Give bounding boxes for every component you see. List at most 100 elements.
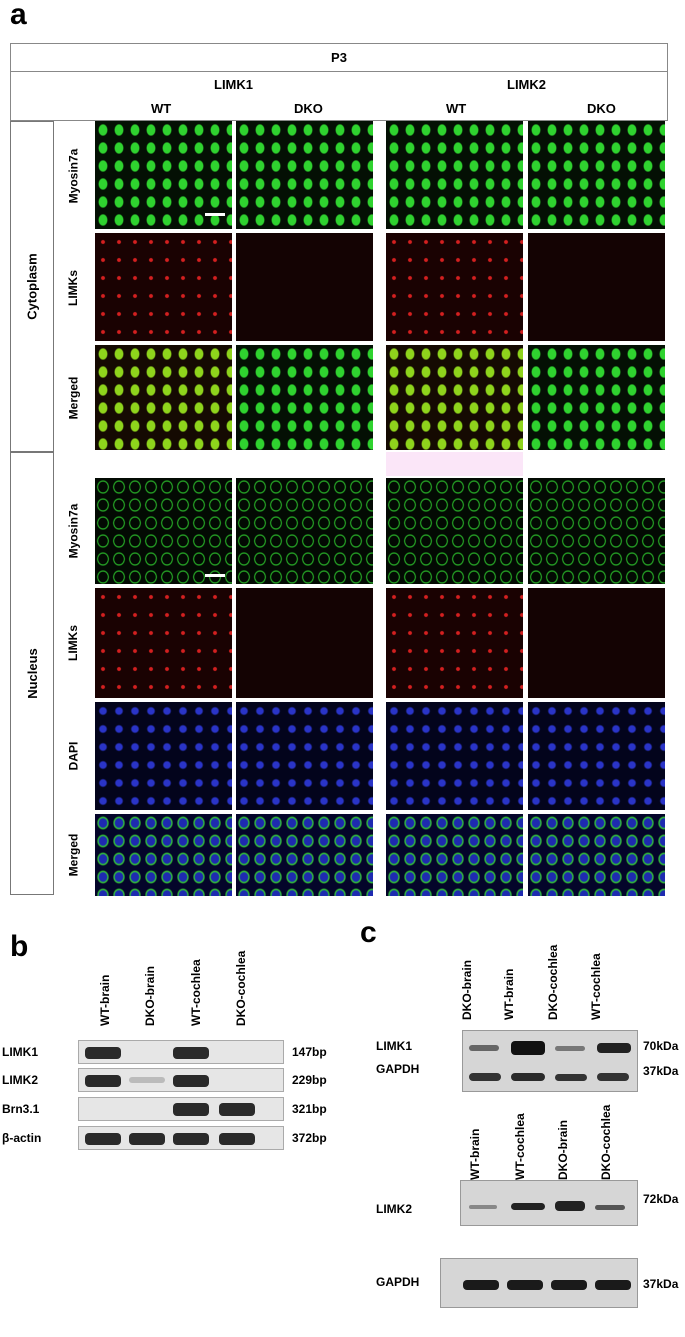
b-size-brn31: 321bp bbox=[292, 1102, 327, 1116]
b-size-limk2: 229bp bbox=[292, 1073, 327, 1087]
c-band bbox=[507, 1280, 543, 1290]
micrograph-tile bbox=[386, 233, 523, 341]
micrograph-tile bbox=[95, 478, 232, 584]
c-band bbox=[597, 1043, 631, 1053]
b-gene-limk2: LIMK2 bbox=[2, 1073, 38, 1087]
micrograph-tile bbox=[528, 121, 665, 229]
micrograph-tile bbox=[528, 814, 665, 896]
c-top-lane-4: WT-cochlea bbox=[589, 953, 603, 1020]
micrograph-tile bbox=[95, 814, 232, 896]
b-gel-limk1 bbox=[78, 1040, 284, 1064]
row-label-cyto-limks: LIMKs bbox=[66, 270, 80, 306]
c-bot-blot-gapdh bbox=[440, 1258, 638, 1308]
section-cytoplasm: Cytoplasm bbox=[10, 121, 54, 452]
c-bot-lane-3: DKO-brain bbox=[556, 1120, 570, 1180]
c-bot-size-gapdh: 37kDa bbox=[643, 1277, 679, 1291]
b-lane-dko-brain: DKO-brain bbox=[143, 966, 157, 1026]
micrograph-tile bbox=[386, 121, 523, 229]
b-gene-limk1: LIMK1 bbox=[2, 1045, 38, 1059]
row-label-cyto-myosin7a: Myosin7a bbox=[66, 148, 80, 204]
group-header-limk2: LIMK2 bbox=[507, 77, 546, 92]
c-band bbox=[597, 1073, 629, 1081]
b-band bbox=[219, 1133, 255, 1145]
b-lane-dko-cochlea: DKO-cochlea bbox=[234, 950, 248, 1026]
b-band bbox=[85, 1075, 121, 1087]
group-header-limk1: LIMK1 bbox=[214, 77, 253, 92]
genotype-limk2-dko: DKO bbox=[587, 101, 616, 116]
scale-bar bbox=[205, 574, 225, 577]
b-band bbox=[173, 1133, 209, 1145]
b-band bbox=[219, 1103, 255, 1116]
b-gene-bactin: β-actin bbox=[2, 1131, 42, 1145]
micrograph-tile bbox=[95, 345, 232, 450]
c-band bbox=[555, 1046, 585, 1051]
b-gel-bactin bbox=[78, 1126, 284, 1150]
c-band bbox=[555, 1201, 585, 1211]
micrograph-tile bbox=[236, 588, 373, 698]
micrograph-tile bbox=[236, 702, 373, 810]
panel-b-letter: b bbox=[10, 930, 29, 963]
b-band bbox=[173, 1075, 209, 1087]
c-bot-blot-limk2 bbox=[460, 1180, 638, 1226]
b-band bbox=[129, 1133, 165, 1145]
micrograph-tile bbox=[95, 233, 232, 341]
b-lane-wt-brain: WT-brain bbox=[98, 974, 112, 1026]
micrograph-tile bbox=[236, 814, 373, 896]
micrograph-tile bbox=[528, 702, 665, 810]
b-size-limk1: 147bp bbox=[292, 1045, 327, 1059]
b-band-faint bbox=[129, 1077, 165, 1083]
micrograph-tile bbox=[386, 478, 523, 584]
genotype-limk1-dko: DKO bbox=[294, 101, 323, 116]
c-band bbox=[595, 1205, 625, 1210]
timepoint-header: P3 bbox=[10, 43, 668, 72]
row-label-nuc-myosin7a: Myosin7a bbox=[66, 503, 80, 559]
row-label-nuc-merged: Merged bbox=[66, 833, 80, 877]
genotype-limk1-wt: WT bbox=[151, 101, 172, 116]
c-band bbox=[555, 1074, 587, 1081]
c-top-blot bbox=[462, 1030, 638, 1092]
micrograph-tile bbox=[95, 588, 232, 698]
micrograph-tile bbox=[386, 588, 523, 698]
micrograph-tile bbox=[528, 345, 665, 450]
c-bot-lane-2: WT-cochlea bbox=[513, 1113, 527, 1180]
row-label-cyto-merged: Merged bbox=[66, 376, 80, 420]
micrograph-tile bbox=[95, 702, 232, 810]
micrograph-tile bbox=[236, 345, 373, 450]
group-header-row: LIMK1 LIMK2 bbox=[10, 72, 668, 98]
c-top-row-gapdh: GAPDH bbox=[376, 1062, 420, 1076]
c-top-size-limk1: 70kDa bbox=[643, 1039, 679, 1053]
c-top-row-limk1: LIMK1 bbox=[376, 1039, 412, 1053]
c-band bbox=[595, 1280, 631, 1290]
c-bot-row-limk2: LIMK2 bbox=[376, 1202, 412, 1216]
micrograph-tile bbox=[528, 233, 665, 341]
c-band bbox=[469, 1073, 501, 1081]
micrograph-tile bbox=[236, 478, 373, 584]
micrograph-tile bbox=[528, 478, 665, 584]
genotype-limk2-wt: WT bbox=[446, 101, 467, 116]
micrograph-tile bbox=[386, 702, 523, 810]
micrograph-tile bbox=[386, 814, 523, 896]
panel-c-letter: c bbox=[360, 916, 377, 949]
blank-region bbox=[386, 452, 523, 476]
micrograph-tile bbox=[386, 345, 523, 450]
c-band bbox=[511, 1041, 545, 1055]
scale-bar bbox=[205, 213, 225, 216]
b-band bbox=[85, 1133, 121, 1145]
b-lane-wt-cochlea: WT-cochlea bbox=[189, 959, 203, 1026]
micrograph-tile bbox=[236, 233, 373, 341]
c-bot-row-gapdh: GAPDH bbox=[376, 1275, 420, 1289]
c-bot-lane-1: WT-brain bbox=[468, 1128, 482, 1180]
b-band bbox=[85, 1047, 121, 1059]
c-top-lane-1: DKO-brain bbox=[460, 960, 474, 1020]
row-label-nuc-limks: LIMKs bbox=[66, 625, 80, 661]
b-size-bactin: 372bp bbox=[292, 1131, 327, 1145]
genotype-header-row: WT DKO WT DKO bbox=[10, 97, 668, 121]
b-band bbox=[173, 1047, 209, 1059]
c-band bbox=[469, 1205, 497, 1209]
row-label-nuc-dapi: DAPI bbox=[65, 741, 80, 771]
micrograph-tile bbox=[528, 588, 665, 698]
b-band bbox=[173, 1103, 209, 1116]
c-band bbox=[551, 1280, 587, 1290]
c-band bbox=[463, 1280, 499, 1290]
c-band bbox=[469, 1045, 499, 1051]
